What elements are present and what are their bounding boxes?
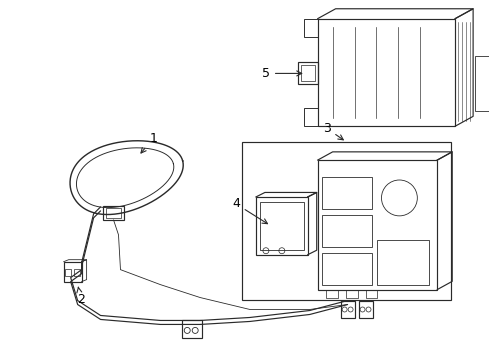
Bar [377, 240, 429, 285]
Bar [304, 19, 318, 37]
Text: 2: 2 [77, 287, 85, 306]
Bar [182, 320, 202, 338]
Bar [345, 289, 358, 298]
Bar [260, 202, 304, 250]
Bar [322, 215, 371, 247]
Bar [65, 269, 71, 276]
Bar [475, 57, 489, 111]
Bar [318, 19, 455, 126]
Bar [102, 206, 124, 220]
Bar [322, 177, 371, 209]
Bar [256, 197, 308, 255]
Bar [318, 160, 437, 289]
Bar [366, 289, 377, 298]
Text: 3: 3 [323, 122, 343, 140]
Bar [242, 142, 451, 300]
Bar [304, 108, 318, 126]
Bar [301, 66, 315, 81]
Bar [298, 62, 318, 84]
Bar [64, 262, 82, 282]
Bar [359, 301, 372, 319]
Text: 4: 4 [232, 197, 268, 224]
Bar [105, 208, 122, 218]
Bar [322, 253, 371, 285]
Bar [341, 301, 355, 319]
Text: 1: 1 [141, 132, 157, 153]
Bar [326, 289, 338, 298]
Bar [74, 269, 80, 276]
Text: 5: 5 [262, 67, 302, 80]
